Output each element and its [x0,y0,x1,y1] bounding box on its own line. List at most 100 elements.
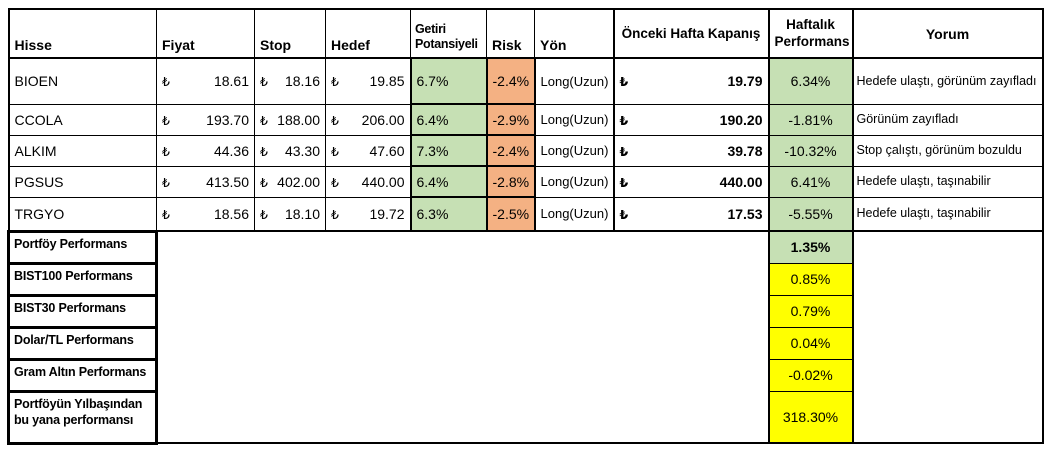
direction-cell[interactable]: Long(Uzun) [534,103,614,136]
lira-currency-symbol: ₺ [260,174,268,190]
fiyat-header[interactable]: Fiyat [156,8,255,59]
onceki-hafta-kapanis-header[interactable]: Önceki Hafta Kapanış [612,8,769,59]
prev-week-close-cell[interactable]: ₺ 19.79 [612,57,769,105]
lira-currency-symbol: ₺ [260,112,268,128]
risk-cell[interactable]: -2.4% [485,134,536,167]
yorum-header[interactable]: Yorum [852,8,1043,59]
return-potential-cell[interactable]: 6.4% [409,103,488,136]
prev-week-close-value: 17.53 [727,205,763,222]
target-cell[interactable]: ₺ 19.85 [325,57,411,105]
price-cell[interactable]: ₺ 44.36 [156,134,255,167]
stop-value: 402.00 [277,173,320,190]
lira-currency-symbol: ₺ [162,143,170,159]
empty-cell [852,295,1043,327]
stop-cell[interactable]: ₺ 402.00 [254,165,326,198]
target-cell[interactable]: ₺ 440.00 [325,165,411,198]
price-cell[interactable]: ₺ 18.56 [156,196,255,232]
stop-cell[interactable]: ₺ 43.30 [254,134,326,167]
empty-cell [156,359,769,391]
summary-row: BIST100 Performans 0.85% [7,261,1043,297]
getiri-potansiyeli-header[interactable]: Getiri Potansiyeli [410,8,487,59]
risk-cell[interactable]: -2.4% [485,57,536,105]
summary-label-cell[interactable]: Portföy Performans [7,229,158,265]
summary-label-cell[interactable]: Portföyün Yılbaşından bu yana performans… [7,389,158,445]
direction-cell[interactable]: Long(Uzun) [534,134,614,167]
stock-name-cell[interactable]: BIOEN [8,57,157,105]
summary-row: Dolar/TL Performans 0.04% [7,325,1043,361]
return-potential-cell[interactable]: 7.3% [409,134,488,167]
stock-name-cell[interactable]: PGSUS [8,165,157,198]
direction-cell[interactable]: Long(Uzun) [534,196,614,232]
prev-week-close-value: 39.78 [727,142,763,159]
stock-name-cell[interactable]: ALKIM [8,134,157,167]
lira-currency-symbol: ₺ [162,112,170,128]
lira-currency-symbol: ₺ [619,206,629,222]
summary-value-cell[interactable]: 0.04% [767,326,854,360]
stop-header[interactable]: Stop [254,8,326,59]
lira-currency-symbol: ₺ [162,74,170,90]
return-potential-cell[interactable]: 6.3% [409,196,488,232]
price-cell[interactable]: ₺ 193.70 [156,103,255,136]
return-potential-cell[interactable]: 6.4% [409,165,488,198]
summary-row: Portföyün Yılbaşından bu yana performans… [7,389,1043,445]
risk-cell[interactable]: -2.9% [485,103,536,136]
summary-label-cell[interactable]: Dolar/TL Performans [7,325,158,361]
prev-week-close-cell[interactable]: ₺ 190.20 [612,103,769,136]
hedef-header[interactable]: Hedef [325,8,411,59]
haftalik-performans-header[interactable]: Haftalık Performans [767,8,854,59]
comment-cell[interactable]: Görünüm zayıfladı [852,103,1043,136]
stop-cell[interactable]: ₺ 18.16 [254,57,326,105]
empty-cell [156,295,769,327]
comment-cell[interactable]: Hedefe ulaştı, görünüm zayıfladı [852,57,1043,105]
summary-label-cell[interactable]: Gram Altın Performans [7,357,158,393]
empty-cell [156,263,769,295]
yon-header[interactable]: Yön [534,8,614,59]
target-value: 47.60 [369,142,405,159]
price-value: 18.61 [213,73,249,90]
stop-value: 18.16 [284,73,320,90]
weekly-performance-cell[interactable]: -10.32% [767,134,854,167]
lira-currency-symbol: ₺ [619,143,629,159]
summary-value-cell[interactable]: -0.02% [767,358,854,392]
summary-value-cell[interactable]: 0.79% [767,294,854,328]
weekly-performance-cell[interactable]: -1.81% [767,103,854,136]
return-potential-cell[interactable]: 6.7% [409,57,488,105]
stop-cell[interactable]: ₺ 18.10 [254,196,326,232]
risk-cell[interactable]: -2.5% [485,196,536,232]
direction-cell[interactable]: Long(Uzun) [534,165,614,198]
prev-week-close-cell[interactable]: ₺ 440.00 [612,165,769,198]
target-cell[interactable]: ₺ 47.60 [325,134,411,167]
weekly-performance-cell[interactable]: 6.41% [767,165,854,198]
summary-row: BIST30 Performans 0.79% [7,293,1043,329]
prev-week-close-cell[interactable]: ₺ 17.53 [612,196,769,232]
weekly-performance-cell[interactable]: 6.34% [767,57,854,105]
lira-currency-symbol: ₺ [619,174,629,190]
comment-cell[interactable]: Hedefe ulaştı, taşınabilir [852,165,1043,198]
target-cell[interactable]: ₺ 19.72 [325,196,411,232]
price-cell[interactable]: ₺ 18.61 [156,57,255,105]
summary-value-cell[interactable]: 1.35% [767,230,854,264]
lira-currency-symbol: ₺ [260,206,268,222]
stop-cell[interactable]: ₺ 188.00 [254,103,326,136]
summary-label-cell[interactable]: BIST100 Performans [7,261,158,297]
direction-cell[interactable]: Long(Uzun) [534,57,614,105]
stop-value: 188.00 [277,111,320,128]
header-row: Hisse Fiyat Stop Hedef Getiri Potansiyel… [8,8,1043,59]
risk-cell[interactable]: -2.8% [485,165,536,198]
empty-cell [852,263,1043,295]
target-cell[interactable]: ₺ 206.00 [325,103,411,136]
stock-name-cell[interactable]: CCOLA [8,103,157,136]
stock-name-cell[interactable]: TRGYO [8,196,157,232]
price-cell[interactable]: ₺ 413.50 [156,165,255,198]
summary-value-cell[interactable]: 318.30% [767,390,854,444]
price-value: 193.70 [206,111,249,128]
risk-header[interactable]: Risk [486,8,535,59]
summary-label-cell[interactable]: BIST30 Performans [7,293,158,329]
price-value: 413.50 [206,173,249,190]
comment-cell[interactable]: Hedefe ulaştı, taşınabilir [852,196,1043,232]
hisse-header[interactable]: Hisse [8,8,157,59]
comment-cell[interactable]: Stop çalıştı, görünüm bozuldu [852,134,1043,167]
summary-value-cell[interactable]: 0.85% [767,262,854,296]
prev-week-close-cell[interactable]: ₺ 39.78 [612,134,769,167]
weekly-performance-cell[interactable]: -5.55% [767,196,854,232]
